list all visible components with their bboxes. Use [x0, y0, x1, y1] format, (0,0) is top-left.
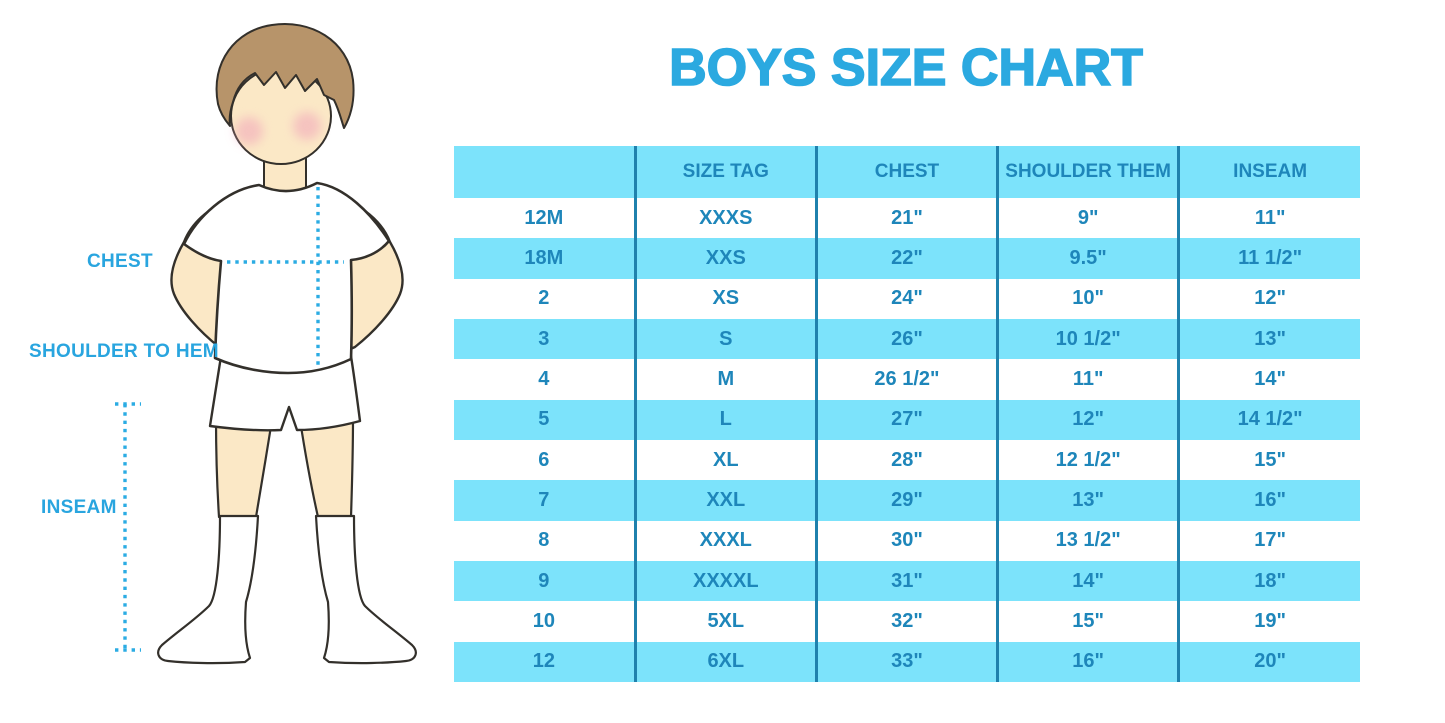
table-cell: 10 1/2": [996, 318, 1179, 360]
table-cell: 16": [1177, 480, 1360, 521]
table-row: 12M XXXS 21" 9" 11": [454, 198, 1360, 239]
table-cell: 8: [454, 520, 636, 561]
size-table-body: 12M XXXS 21" 9" 11" 18M XXS 22" 9.5" 11 1/2" 2 XS 24…: [454, 198, 1360, 682]
table-cell: 10": [996, 278, 1179, 319]
table-row: 4 M 26 1/2" 11" 14": [454, 359, 1360, 400]
table-cell: 11": [996, 359, 1179, 400]
col-header-inseam: INSEAM: [1177, 146, 1360, 198]
table-cell: XXL: [633, 480, 817, 521]
table-row: 6 XL 28" 12 1/2" 15": [454, 439, 1360, 481]
table-cell: 15": [1177, 439, 1360, 481]
table-cell: 12": [1177, 278, 1360, 319]
page-title: BOYS SIZE CHART: [668, 39, 1143, 97]
table-row: 7 XXL 29" 13" 16": [454, 480, 1360, 521]
table-cell: 29": [814, 480, 998, 521]
col-header-size-tag: SIZE TAG: [633, 146, 817, 198]
boy-left-cheek: [235, 117, 263, 145]
boy-measurement-illustration: [115, 23, 417, 665]
boy-tshirt: [182, 181, 391, 375]
table-cell: 5: [454, 399, 636, 440]
table-cell: 26 1/2": [814, 359, 998, 400]
chest-label: CHEST: [87, 251, 153, 272]
table-cell: 19": [1177, 601, 1360, 642]
boy-left-sock: [157, 514, 260, 665]
table-cell: 13 1/2": [996, 520, 1179, 561]
boy-left-leg: [214, 416, 274, 519]
table-cell: 12 1/2": [996, 439, 1179, 481]
table-cell: 32": [814, 601, 998, 642]
col-header-empty: [454, 146, 636, 198]
size-table-header: SIZE TAG CHEST SHOULDER THEM INSEAM: [454, 146, 1360, 198]
table-cell: M: [633, 359, 817, 400]
table-cell: XS: [633, 278, 817, 319]
table-cell: 6: [454, 439, 636, 481]
boy-legs: [214, 416, 355, 519]
table-cell: 12M: [454, 198, 636, 239]
boy-hair: [215, 23, 355, 129]
table-cell: 11 1/2": [1177, 238, 1360, 279]
table-cell: 18M: [454, 238, 636, 279]
table-cell: XXXL: [633, 520, 817, 561]
table-cell: 5XL: [633, 601, 817, 642]
table-cell: 15": [996, 601, 1179, 642]
table-cell: 9: [454, 560, 636, 602]
table-cell: 33": [814, 641, 998, 682]
table-cell: 12: [454, 641, 636, 682]
table-cell: 26": [814, 318, 998, 360]
table-cell: 14": [1177, 359, 1360, 400]
table-cell: 31": [814, 560, 998, 602]
table-cell: XL: [633, 439, 817, 481]
inseam-label: INSEAM: [41, 497, 117, 518]
table-cell: XXXS: [633, 198, 817, 239]
boy-socks: [157, 514, 417, 665]
col-header-shoulder: SHOULDER THEM: [996, 146, 1179, 198]
table-cell: L: [633, 399, 817, 440]
table-cell: 10: [454, 601, 636, 642]
table-row: 3 S 26" 10 1/2" 13": [454, 318, 1360, 360]
table-cell: 24": [814, 278, 998, 319]
table-cell: 13": [1177, 318, 1360, 360]
table-cell: 28": [814, 439, 998, 481]
table-cell: 14": [996, 560, 1179, 602]
table-cell: 7: [454, 480, 636, 521]
table-cell: 30": [814, 520, 998, 561]
table-cell: 20": [1177, 641, 1360, 682]
boy-cheeks: [235, 112, 321, 145]
table-cell: 11": [1177, 198, 1360, 239]
table-row: 2 XS 24" 10" 12": [454, 278, 1360, 319]
boy-right-leg: [298, 416, 355, 519]
table-cell: 16": [996, 641, 1179, 682]
table-cell: 12": [996, 399, 1179, 440]
table-cell: 13": [996, 480, 1179, 521]
table-cell: 21": [814, 198, 998, 239]
table-cell: 3: [454, 318, 636, 360]
boy-right-cheek: [293, 112, 321, 140]
table-cell: 4: [454, 359, 636, 400]
size-table: SIZE TAG CHEST SHOULDER THEM INSEAM 12M X…: [454, 146, 1360, 682]
table-cell: 2: [454, 278, 636, 319]
table-cell: 9.5": [996, 238, 1179, 279]
table-row: 8 XXXL 30" 13 1/2" 17": [454, 520, 1360, 561]
table-cell: 9": [996, 198, 1179, 239]
table-cell: S: [633, 318, 817, 360]
table-row: 9 XXXXL 31" 14" 18": [454, 560, 1360, 602]
table-row: 18M XXS 22" 9.5" 11 1/2": [454, 238, 1360, 279]
table-cell: XXS: [633, 238, 817, 279]
table-cell: 17": [1177, 520, 1360, 561]
table-row: 5 L 27" 12" 14 1/2": [454, 399, 1360, 440]
table-cell: 14 1/2": [1177, 399, 1360, 440]
table-cell: 6XL: [633, 641, 817, 682]
table-cell: 27": [814, 399, 998, 440]
shoulder-to-hem-label: SHOULDER TO HEM: [29, 341, 219, 362]
table-row: 12 6XL 33" 16" 20": [454, 641, 1360, 682]
boy-right-sock: [314, 514, 417, 665]
table-cell: 18": [1177, 560, 1360, 602]
header-row: SIZE TAG CHEST SHOULDER THEM INSEAM: [454, 146, 1360, 198]
measurement-lines: [115, 187, 344, 652]
col-header-chest: CHEST: [814, 146, 998, 198]
table-cell: XXXXL: [633, 560, 817, 602]
table-cell: 22": [814, 238, 998, 279]
table-row: 10 5XL 32" 15" 19": [454, 601, 1360, 642]
